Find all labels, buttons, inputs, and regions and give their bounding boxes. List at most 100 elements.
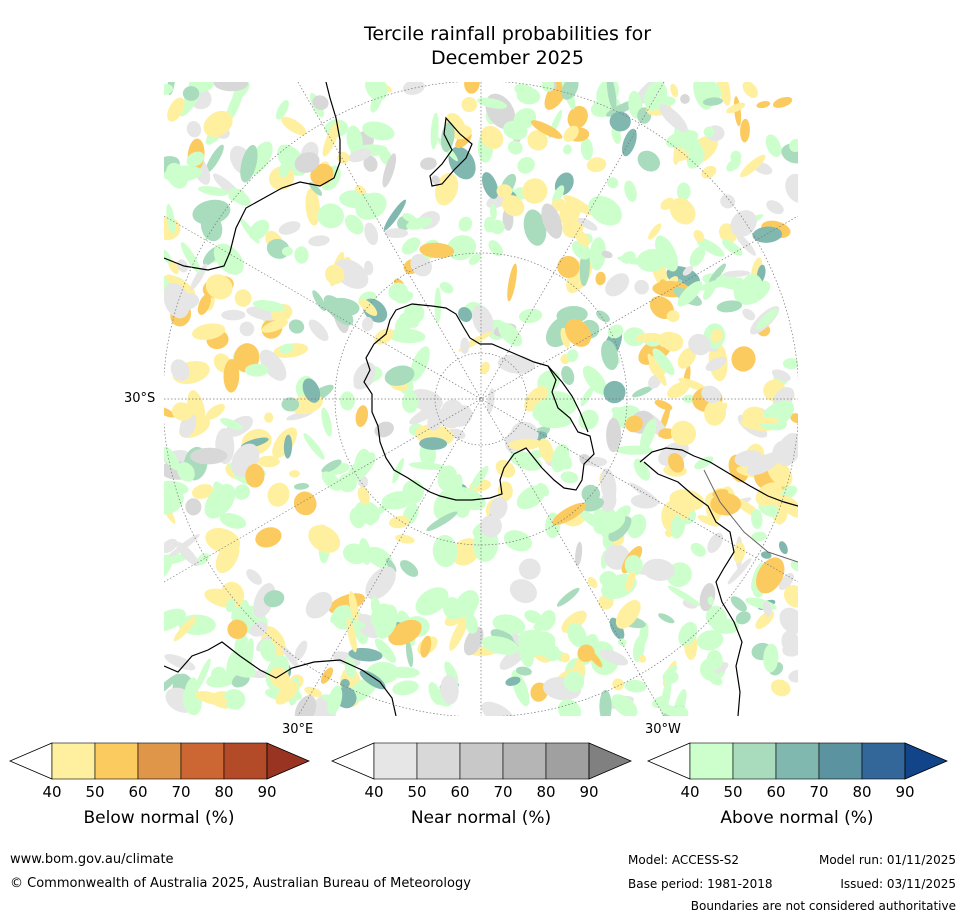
probability-patch [221, 309, 246, 321]
probability-patch [288, 319, 305, 334]
probability-patch [451, 538, 480, 566]
probability-patch [789, 138, 798, 153]
probability-patch [552, 185, 565, 205]
probability-patch [322, 121, 341, 157]
probability-patch [587, 576, 598, 589]
probability-patch [227, 660, 257, 678]
probability-patch [228, 188, 251, 206]
probability-patch [734, 231, 756, 256]
probability-patch [463, 626, 484, 656]
probability-patch [294, 152, 320, 173]
probability-patch [790, 560, 798, 572]
probability-patch [281, 397, 300, 412]
probability-patch [363, 155, 378, 172]
colorbar-tick-label: 60 [128, 783, 148, 801]
probability-patch [639, 418, 657, 452]
probability-patch [658, 613, 675, 624]
probability-patch [670, 420, 697, 446]
probability-patch [742, 308, 756, 321]
probability-patch [705, 356, 727, 372]
africa-coastline [164, 641, 397, 716]
probability-patch [518, 308, 543, 323]
probability-patch [563, 671, 585, 692]
colorbar-swatch [502, 742, 547, 780]
probability-patch [566, 349, 579, 362]
probability-patch [167, 97, 185, 122]
probability-patch [402, 82, 425, 95]
probability-patch [382, 153, 397, 188]
footer-website[interactable]: www.bom.gov.au/climate [10, 852, 174, 867]
probability-patch [267, 482, 290, 507]
probability-patch [388, 619, 422, 646]
probability-patch [344, 214, 364, 235]
probability-patch [464, 82, 480, 94]
probability-patch [726, 102, 746, 114]
probability-patch [587, 649, 603, 668]
probability-patch [186, 151, 205, 167]
colorbar-near-ticks: 40 50 60 70 80 90 [330, 783, 632, 803]
probability-patch [595, 271, 606, 286]
probability-patch [658, 104, 688, 133]
footer-disclaimer: Boundaries are not considered authoritat… [690, 899, 956, 913]
probability-patch [472, 304, 494, 337]
probability-patch [165, 274, 196, 296]
probability-patch [252, 300, 286, 312]
probability-patch [489, 203, 497, 221]
colorbar-extend-high [904, 742, 949, 780]
probability-patch [384, 666, 420, 679]
probability-patch [225, 598, 236, 613]
new-zealand-coastline [429, 116, 473, 187]
probability-patch [701, 165, 717, 179]
probability-patch [259, 349, 287, 381]
probability-patch [693, 229, 705, 243]
probability-patch [648, 223, 662, 240]
probability-patch [563, 144, 572, 155]
probability-patch [175, 541, 199, 567]
probability-patch [690, 542, 706, 557]
probability-patch [637, 150, 660, 172]
probability-patch [434, 287, 442, 324]
colorbar-tick-label: 90 [257, 783, 277, 801]
probability-patch [344, 656, 357, 679]
probability-patch [370, 89, 383, 113]
probability-patch [432, 535, 458, 568]
probability-patch [308, 319, 329, 342]
probability-patch [694, 456, 714, 470]
colorbar-tick-label: 60 [766, 783, 786, 801]
probability-patch [677, 347, 697, 369]
probability-patch [170, 359, 190, 381]
colorbar-tick-label: 60 [450, 783, 470, 801]
probability-patch [567, 622, 587, 648]
probability-patch [689, 246, 706, 267]
probability-patch [191, 484, 214, 499]
probability-patch [205, 144, 224, 173]
probability-patch [317, 203, 344, 229]
probability-patch [790, 413, 798, 424]
probability-patch [239, 321, 255, 337]
probability-patch [766, 200, 784, 215]
probability-patch [605, 273, 630, 297]
probability-patch [561, 610, 587, 633]
probability-patch [606, 417, 622, 453]
probability-patch [624, 180, 637, 202]
probability-patch [195, 553, 210, 566]
probability-patch [560, 471, 579, 484]
colorbar-swatch [732, 742, 777, 780]
probability-patch [781, 630, 798, 653]
probability-patch [171, 402, 194, 421]
probability-patch [718, 402, 728, 414]
probability-patch [516, 87, 541, 105]
colorbar-tick-label: 50 [723, 783, 743, 801]
probability-patch [755, 557, 785, 594]
probability-patch [400, 560, 419, 577]
probability-patch [707, 596, 714, 606]
probability-patch [543, 644, 561, 662]
probability-patch [778, 573, 794, 590]
probability-patch [781, 143, 798, 164]
colorbar-above-swatches [646, 742, 949, 780]
probability-patch [722, 270, 751, 277]
probability-patch [357, 486, 370, 505]
probability-patch [470, 465, 489, 489]
probability-patch [577, 217, 598, 231]
probability-patch [624, 555, 643, 576]
